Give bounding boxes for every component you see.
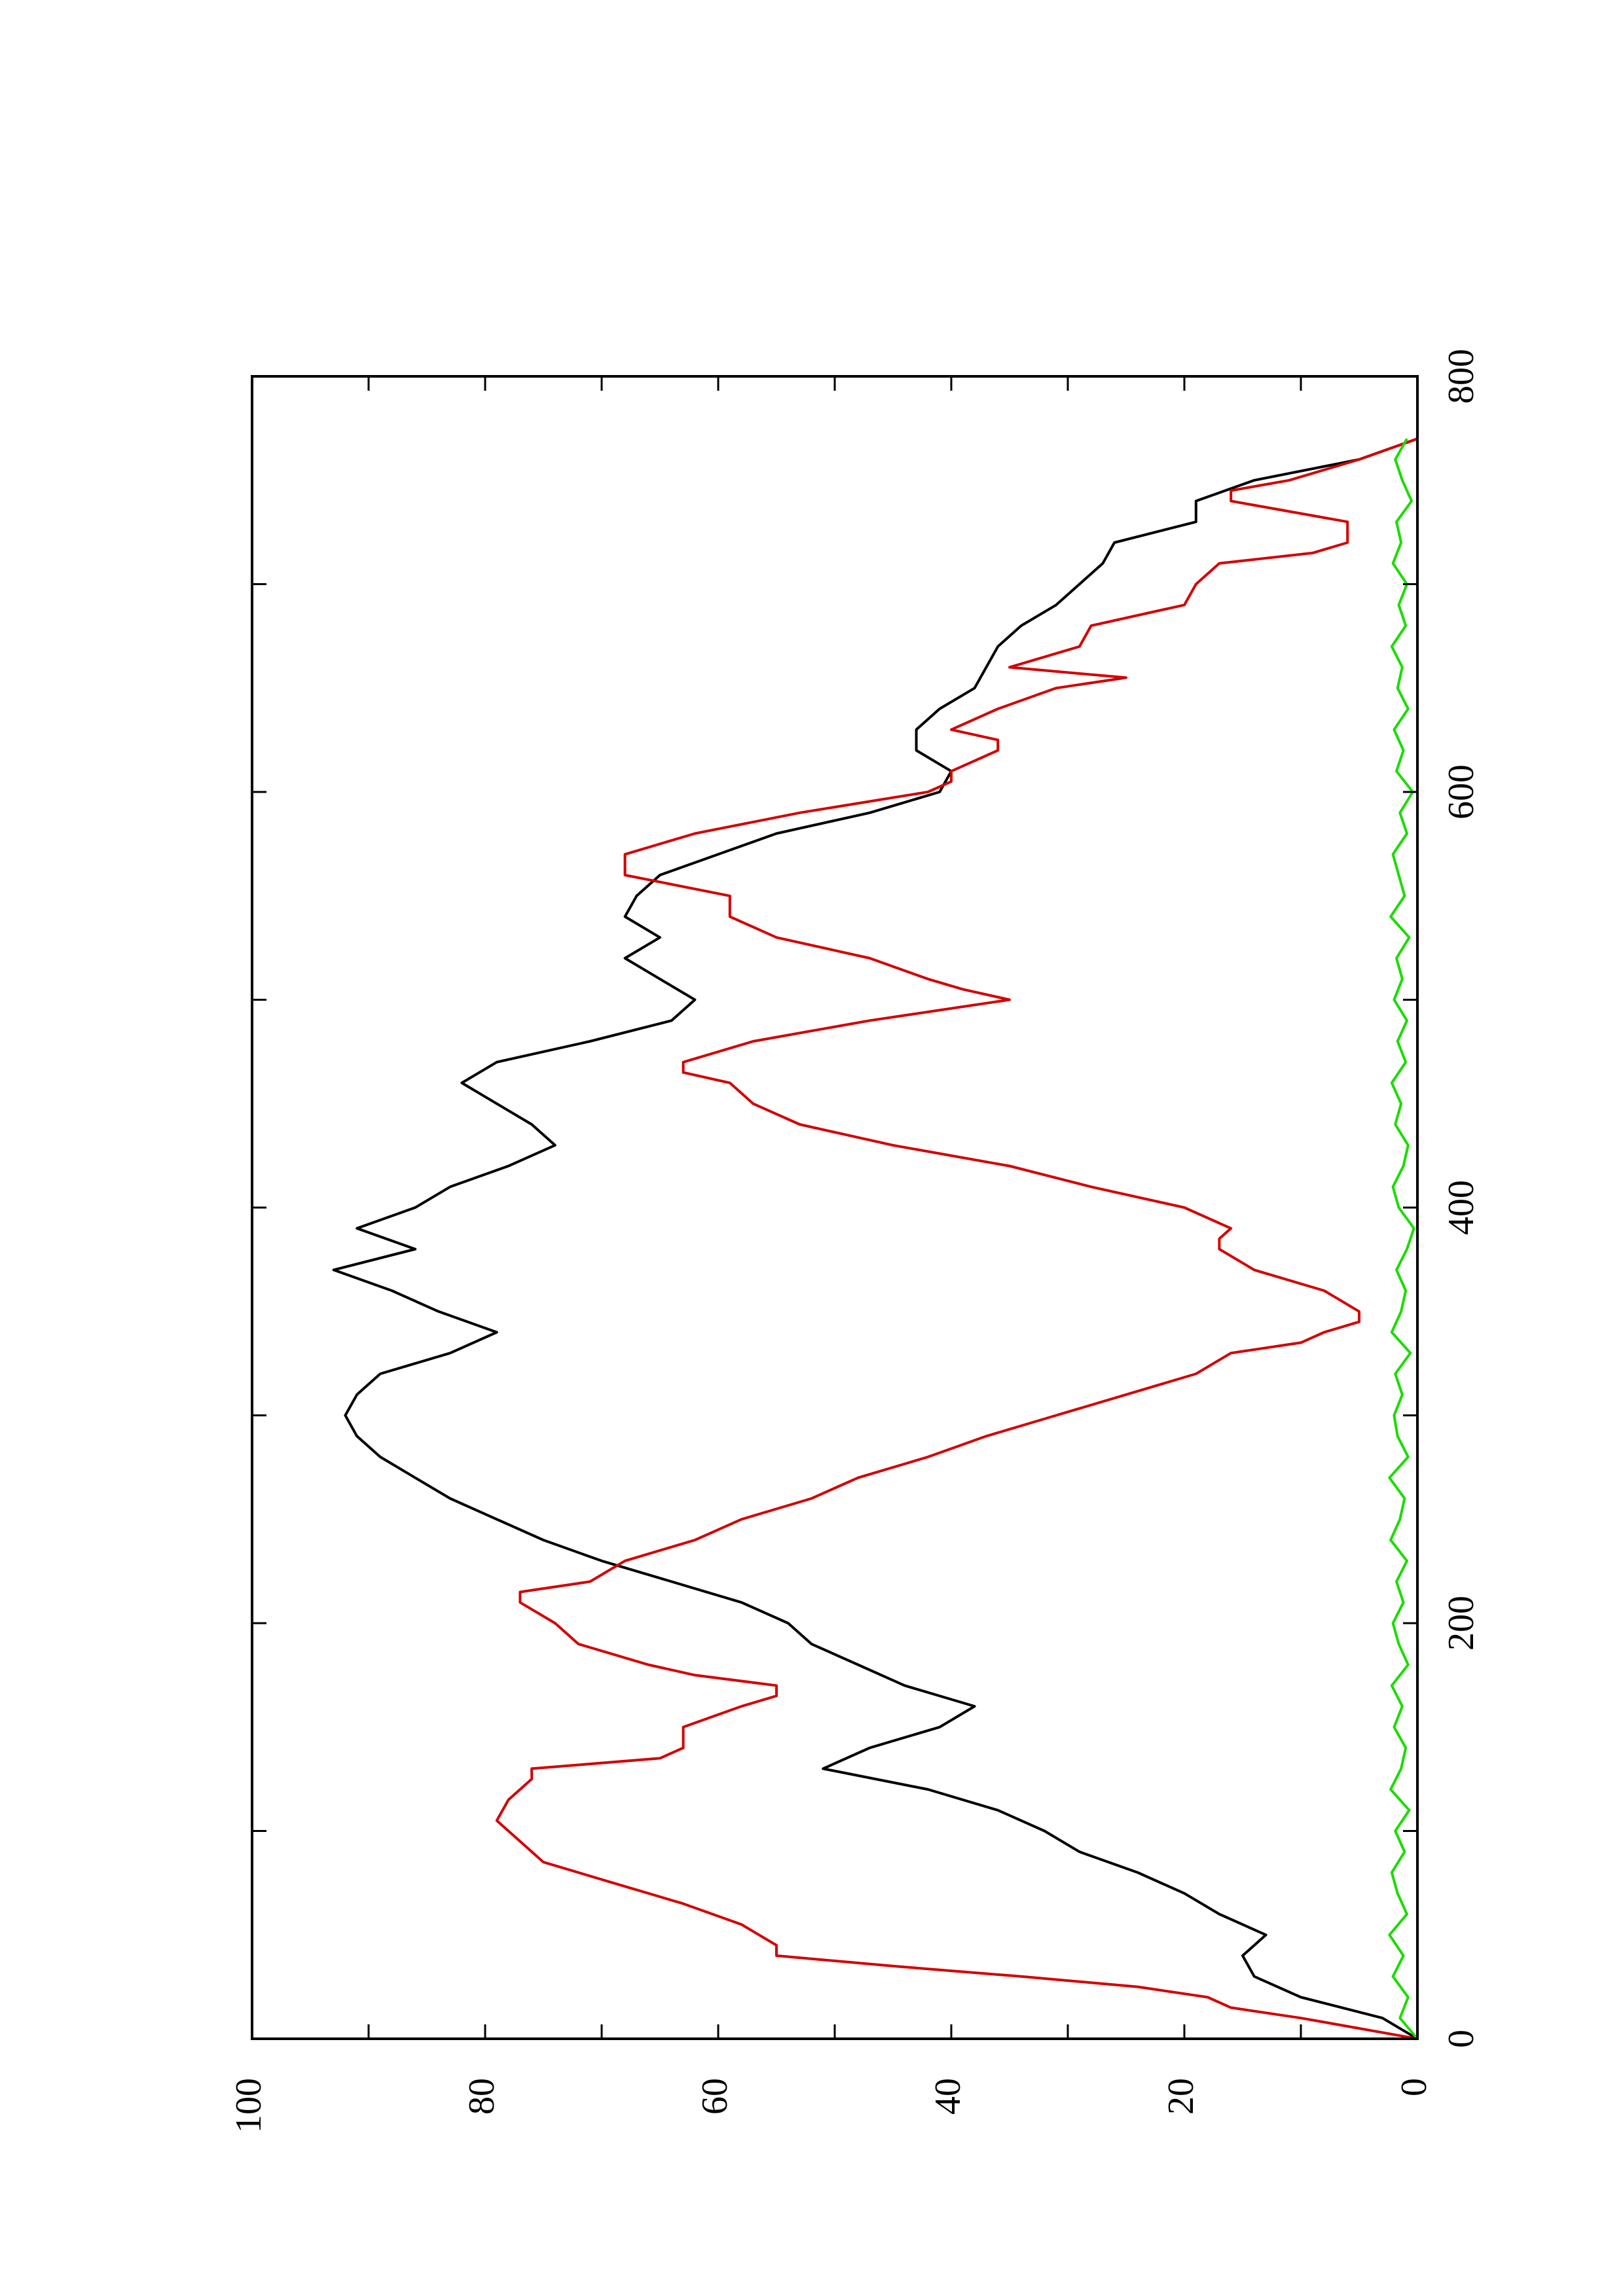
series-line-3 [1388,438,1419,2040]
x-tick-label: 0 [1441,2030,1482,2048]
plot-area [332,437,1419,2040]
y-tick-label: 100 [228,2078,269,2133]
x-tick-label: 800 [1441,349,1482,404]
y-tick-label: 60 [695,2078,735,2115]
y-tick-label: 80 [462,2078,502,2115]
series-line-1 [332,437,1419,2040]
y-tick-label: 20 [1161,2078,1201,2115]
x-tick-label: 600 [1441,764,1482,819]
plot-frame [251,375,1419,2040]
y-tick-label: 40 [928,2078,968,2115]
series-line-2 [495,437,1418,2040]
axis-tick-labels: 0 200 400 600 800 0 20 40 60 80 100 [228,349,1482,2133]
x-tick-label: 200 [1441,1596,1482,1651]
axis-ticks [251,375,1419,2040]
y-tick-label: 0 [1394,2078,1434,2096]
x-tick-label: 400 [1441,1180,1482,1235]
